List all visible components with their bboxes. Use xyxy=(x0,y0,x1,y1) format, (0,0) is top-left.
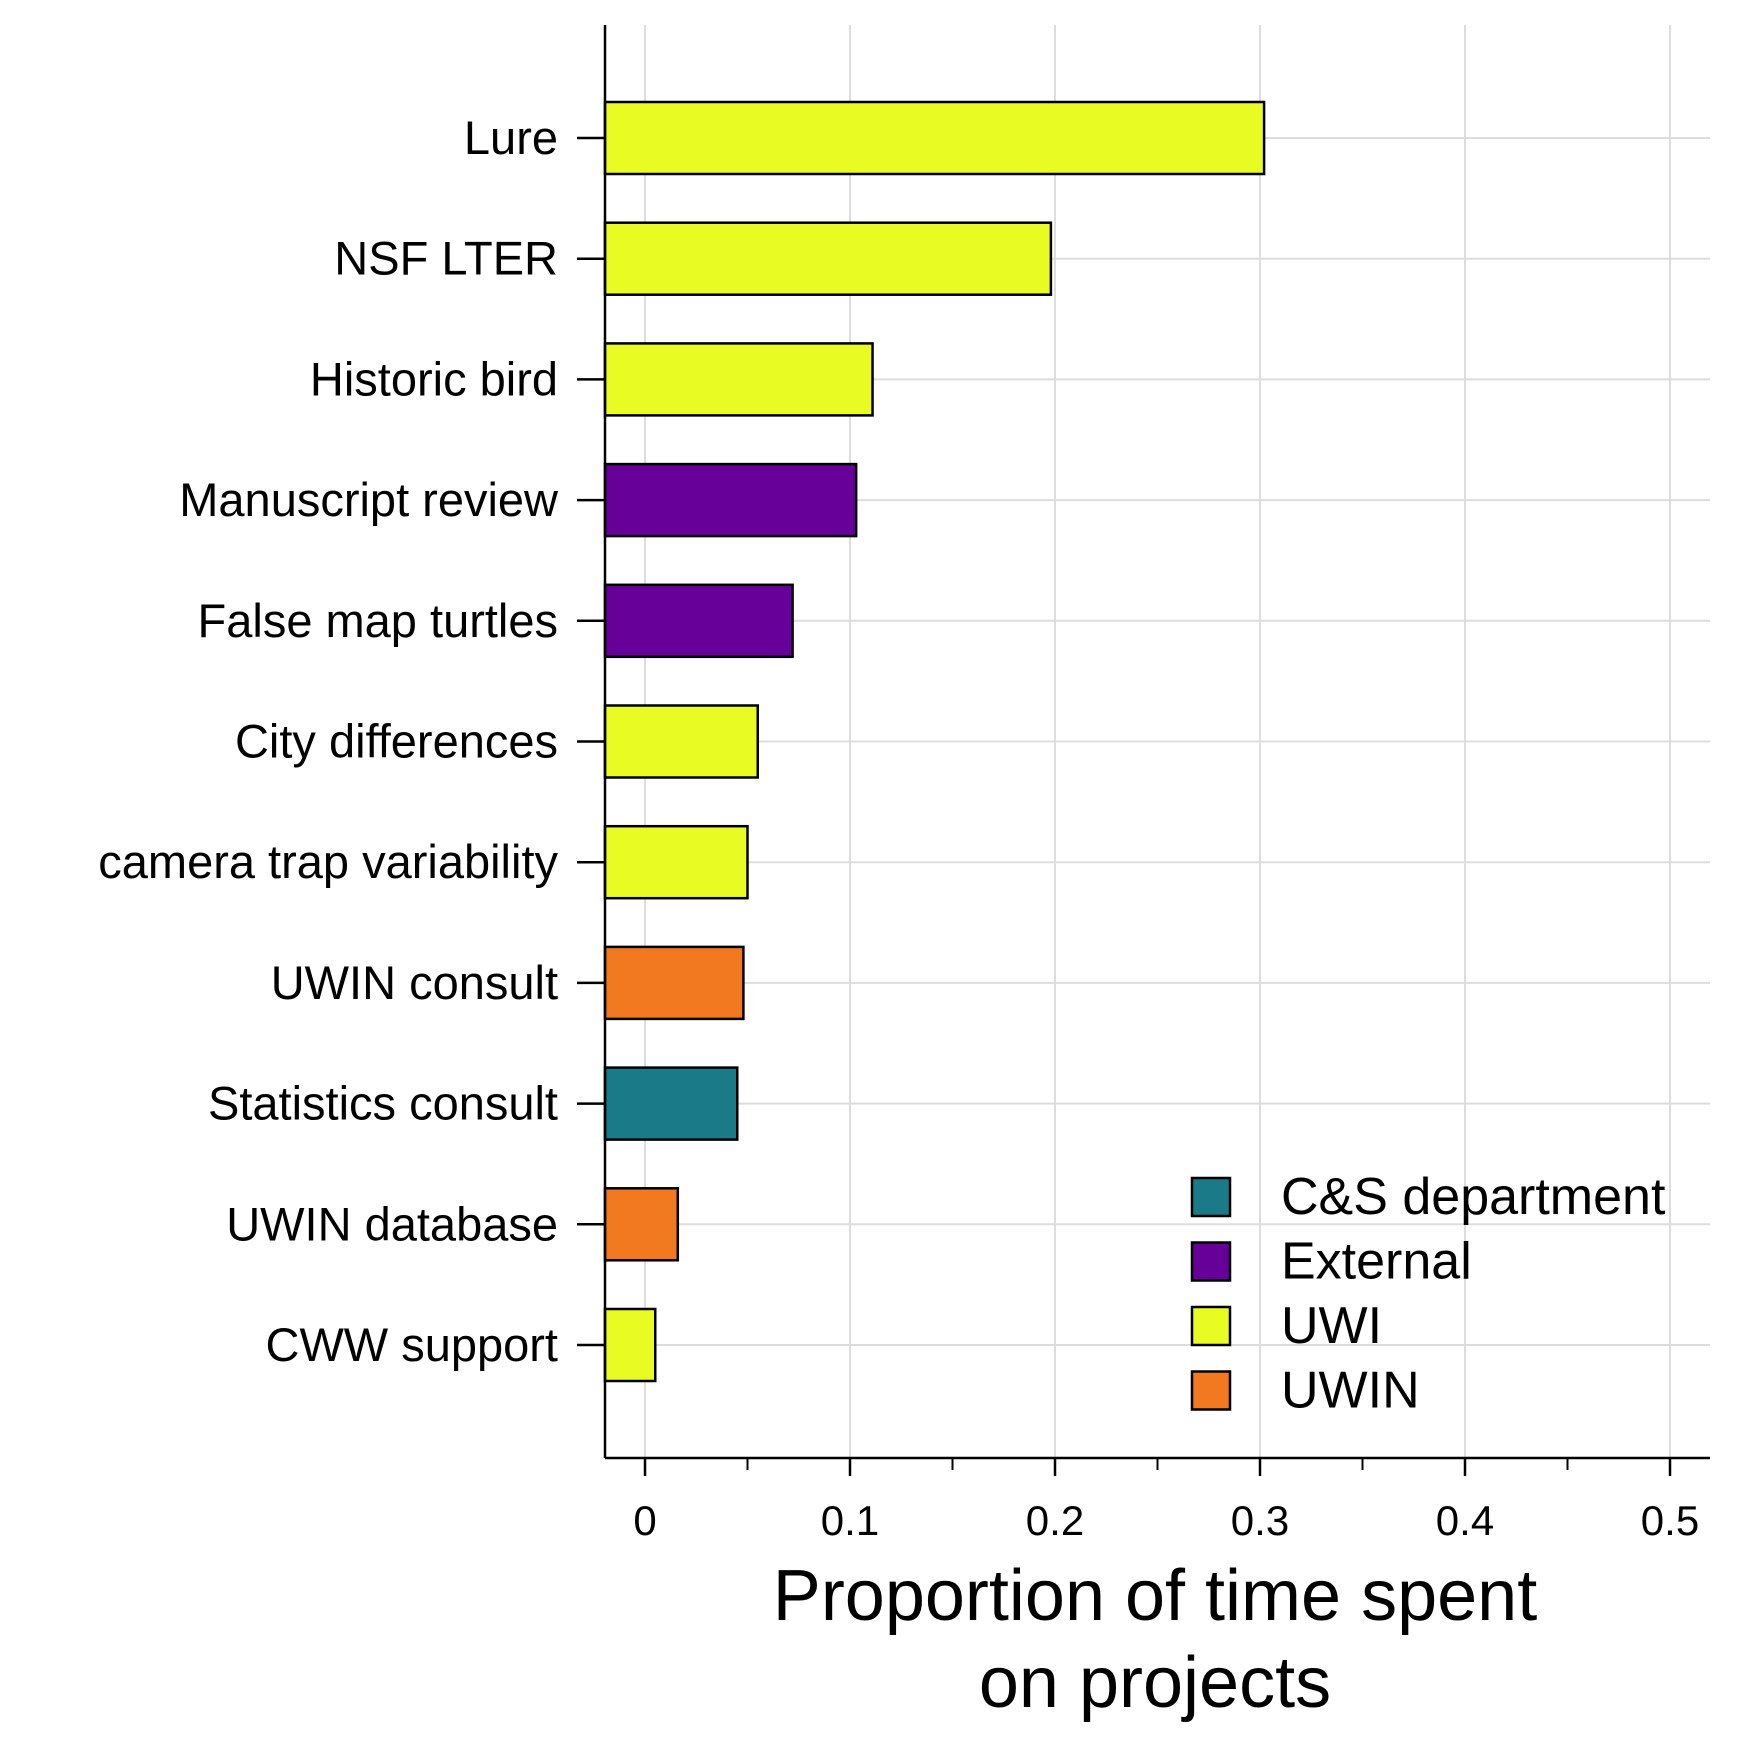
bar xyxy=(603,704,759,779)
bar xyxy=(603,221,1053,296)
category-label: False map turtles xyxy=(198,594,558,647)
legend-label: C&S department xyxy=(1281,1168,1666,1226)
legend-label: UWI xyxy=(1281,1297,1382,1355)
legend-swatch xyxy=(1190,1241,1232,1282)
legend-swatch xyxy=(1190,1305,1232,1347)
bar xyxy=(603,1066,739,1141)
category-label: Statistics consult xyxy=(208,1077,558,1130)
bar xyxy=(603,342,874,417)
legend: C&S department External UWI UWIN xyxy=(1190,1168,1666,1420)
x-tick-label: 0.1 xyxy=(821,1497,879,1544)
x-tick-labels: 0 0.1 0.2 0.3 0.4 0.5 xyxy=(633,1497,1699,1544)
axes xyxy=(577,25,1710,1476)
bar xyxy=(603,1307,657,1383)
category-label: Historic bird xyxy=(310,352,558,405)
x-tick-label: 0.5 xyxy=(1641,1497,1699,1544)
legend-label: UWIN xyxy=(1281,1362,1420,1420)
x-tick-label: 0 xyxy=(633,1497,656,1544)
category-labels: Lure NSF LTER Historic bird Manuscript revi… xyxy=(98,111,559,1371)
category-label: UWIN consult xyxy=(271,956,558,1009)
x-tick-label: 0.4 xyxy=(1436,1497,1494,1544)
category-label: UWIN database xyxy=(226,1197,558,1250)
legend-swatch xyxy=(1190,1176,1232,1218)
bar xyxy=(603,945,745,1021)
bar xyxy=(603,824,749,900)
x-axis-title-line-2: on projects xyxy=(979,1643,1331,1723)
bars xyxy=(603,100,1266,1383)
x-tick-label: 0.2 xyxy=(1026,1497,1084,1544)
legend-label: External xyxy=(1281,1233,1472,1291)
legend-swatch xyxy=(1190,1370,1232,1411)
x-tick-label: 0.3 xyxy=(1231,1497,1289,1544)
category-label: City differences xyxy=(235,715,558,768)
category-label: Lure xyxy=(464,111,558,164)
x-axis-title-line-1: Proportion of time spent xyxy=(773,1556,1537,1636)
bar xyxy=(603,462,858,538)
category-label: CWW support xyxy=(266,1318,559,1371)
category-label: NSF LTER xyxy=(334,232,558,285)
bar xyxy=(603,100,1266,176)
bar xyxy=(603,583,794,659)
bar xyxy=(603,1187,680,1262)
category-label: camera trap variability xyxy=(98,835,558,888)
category-label: Manuscript review xyxy=(179,473,559,526)
